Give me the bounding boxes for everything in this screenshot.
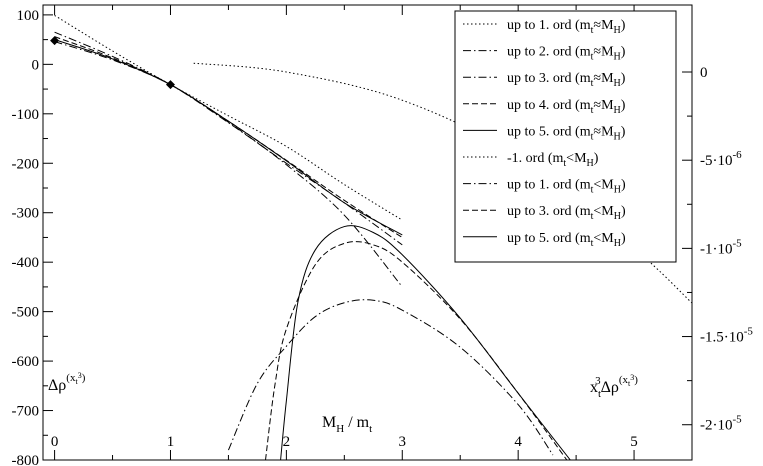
series-line-5 <box>54 39 403 236</box>
legend-box <box>454 10 677 263</box>
series-line-7 <box>227 299 554 456</box>
x-tick-label: 4 <box>514 434 522 450</box>
y-tick-label-left: 100 <box>17 8 40 24</box>
series-line-3 <box>54 41 403 288</box>
legend-label-6: -1. ord (mt<MH) <box>507 151 599 169</box>
legend-label-3: up to 3. ord (mt≈MH) <box>507 71 626 89</box>
legend-label-4: up to 4. ord (mt≈MH) <box>507 98 626 116</box>
series-line-2 <box>54 31 403 246</box>
diamond-marker <box>165 80 175 90</box>
y-tick-label-left: -500 <box>12 305 40 321</box>
legend-label-8: up to 3. ord (mt<MH) <box>507 204 626 222</box>
plot-border <box>42 4 693 461</box>
y-tick-label-left: -100 <box>12 107 40 123</box>
y-tick-label-right: -1.5·10-5 <box>700 326 753 346</box>
legend-label-9: up to 5. ord (mt<MH) <box>507 231 626 249</box>
y-tick-label-left: -400 <box>12 255 40 271</box>
y-tick-label-right: -1·10-5 <box>700 237 742 257</box>
legend-label-5: up to 5. ord (mt≈MH) <box>507 124 626 142</box>
x-tick-label: 0 <box>51 434 59 450</box>
y-tick-label-left: -200 <box>12 156 40 172</box>
x-tick-label: 5 <box>630 434 638 450</box>
y-tick-label-right: 0 <box>700 65 708 81</box>
plot-frame <box>42 4 693 461</box>
y-tick-label-left: -800 <box>12 453 40 466</box>
x-tick-label: 2 <box>283 434 291 450</box>
x-axis-label: MH / mt <box>322 414 372 435</box>
series-line-9 <box>280 225 571 460</box>
legend-label-1: up to 1. ord (mt≈MH) <box>507 18 626 36</box>
x-tick-label: 1 <box>167 434 175 450</box>
ticks-layer: 0 1 2 3 4 5 100 0 -100 -200 -300 -400 -500 -600 -700 -8… <box>12 5 753 466</box>
y-axis-label-right: xt3Δρ(xt3) <box>590 373 638 400</box>
x-tick-label: 3 <box>399 434 407 450</box>
y-tick-label-left: 0 <box>32 57 40 73</box>
y-axis-label-left: Δρ(xt3) <box>48 371 86 394</box>
y-tick-label-right: -5·10-6 <box>700 149 742 169</box>
y-tick-label-right: -2·10-5 <box>700 414 742 434</box>
diamond-marker <box>50 36 60 46</box>
y-tick-label-left: -600 <box>12 354 40 370</box>
legend-label-7: up to 1. ord (mt<MH) <box>507 178 626 196</box>
labels-layer: MH / mt Δρ(xt3) xt3Δρ(xt3) <box>48 371 638 435</box>
y-tick-label-left: -300 <box>12 206 40 222</box>
legend-label-2: up to 2. ord (mt≈MH) <box>507 45 626 63</box>
series-line-8 <box>265 241 568 460</box>
markers-layer <box>50 36 175 90</box>
legend: up to 1. ord (mt≈MH) up to 2. ord (mt≈MH)… <box>454 10 677 263</box>
y-tick-label-left: -700 <box>12 404 40 420</box>
series-line-1 <box>54 14 403 221</box>
